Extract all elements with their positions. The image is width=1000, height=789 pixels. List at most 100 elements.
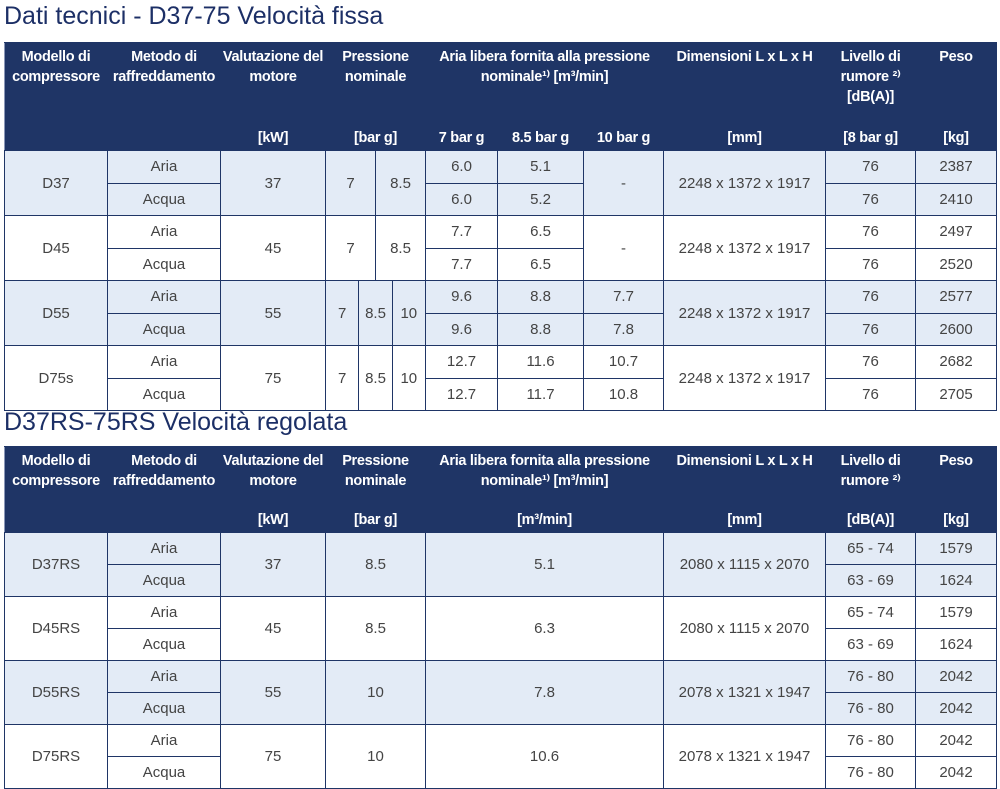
noise: 76: [825, 150, 916, 184]
data-row: D45 Aria 45 7 8.5 7.7 6.5-2248 x 1372 x 1917 76…: [4, 215, 997, 281]
header-cell: Livello di rumore ²⁾: [825, 446, 916, 499]
pressure-cell: 7 8.5 10: [325, 345, 426, 411]
power: 55: [220, 280, 326, 346]
dimensions: 2248 x 1372 x 1917: [663, 345, 826, 411]
weight: 2705: [915, 377, 997, 411]
noise: 76 - 80: [825, 660, 916, 693]
cooling: Acqua: [107, 692, 221, 725]
cooling: Acqua: [107, 312, 221, 346]
unit-cell: 10 bar g: [583, 116, 664, 151]
flow: 7.8: [425, 660, 664, 725]
noise: 76: [825, 182, 916, 216]
flow: 7.7: [425, 215, 498, 249]
cooling: Aria: [107, 215, 221, 249]
header-row: Modello di compressore Metodo di raffredd…: [4, 42, 997, 151]
unit-cell: 7 bar g: [425, 116, 498, 151]
cooling: Acqua: [107, 564, 221, 597]
flow: 8.8: [497, 280, 584, 314]
model: D75RS: [4, 724, 108, 789]
weight: 2577: [915, 280, 997, 314]
noise: 63 - 69: [825, 564, 916, 597]
dimensions: 2080 x 1115 x 2070: [663, 596, 826, 661]
model: D45RS: [4, 596, 108, 661]
dimensions: 2248 x 1372 x 1917: [663, 280, 826, 346]
pressure: 10: [325, 724, 426, 789]
cooling: Acqua: [107, 377, 221, 411]
weight: 1624: [915, 628, 997, 661]
cooling: Aria: [107, 345, 221, 379]
pressure-group: 7 8.5 10: [326, 281, 425, 345]
header-cell: Aria libera fornita alla pressione nomin…: [425, 446, 664, 499]
noise: 76: [825, 377, 916, 411]
header-cell: Pressione nominale: [325, 446, 426, 499]
noise: 76: [825, 247, 916, 281]
data-row: D37RS Aria 37 8.5 5.1 2080 x 1115 x 2070 65 - …: [4, 532, 997, 597]
weight: 2600: [915, 312, 997, 346]
cooling: Acqua: [107, 628, 221, 661]
flow: 8.8: [497, 312, 584, 346]
pressure-group: 7 8.5 10: [326, 346, 425, 410]
dimensions: 2078 x 1321 x 1947: [663, 660, 826, 725]
flow: 5.1: [497, 150, 584, 184]
flow: 10.7: [583, 345, 664, 379]
spec-table: Modello di compressore Metodo di raffredd…: [4, 446, 997, 789]
power: 55: [220, 660, 326, 725]
pressure-group: 7 8.5: [326, 216, 425, 280]
model: D45: [4, 215, 108, 281]
noise: 76 - 80: [825, 724, 916, 757]
flow: 12.7: [425, 345, 498, 379]
pressure: 8.5: [358, 281, 391, 345]
header-cell: Modello di compressore: [4, 42, 108, 151]
pressure-cell: 7 8.5: [325, 215, 426, 281]
header-cell: Peso: [915, 42, 997, 117]
dimensions: 2078 x 1321 x 1947: [663, 724, 826, 789]
pressure: 10: [325, 660, 426, 725]
cooling: Aria: [107, 532, 221, 565]
header-cell: Metodo di raffreddamento: [107, 446, 221, 533]
header-cell: Aria libera fornita alla pressione nomin…: [425, 42, 664, 117]
pressure: 8.5: [375, 151, 425, 215]
pressure: 7: [337, 369, 347, 387]
flow: -: [583, 215, 664, 281]
cooling: Aria: [107, 150, 221, 184]
unit-cell: [dB(A)]: [825, 498, 916, 533]
flow: 9.6: [425, 280, 498, 314]
weight: 2497: [915, 215, 997, 249]
pressure-cell: 7 8.5 10: [325, 280, 426, 346]
weight: 2042: [915, 692, 997, 725]
pressure: 8.5: [375, 216, 425, 280]
unit-cell: [kW]: [220, 116, 326, 151]
unit-cell: [m³/min]: [425, 498, 664, 533]
weight: 2682: [915, 345, 997, 379]
noise: 76: [825, 280, 916, 314]
pressure: 8.5: [358, 346, 391, 410]
spec-table: Modello di compressore Metodo di raffredd…: [4, 42, 997, 411]
flow: 6.5: [497, 215, 584, 249]
data-row: D75RS Aria 75 10 10.6 2078 x 1321 x 1947 76 - …: [4, 724, 997, 789]
flow: 7.8: [583, 312, 664, 346]
model: D55: [4, 280, 108, 346]
dimensions: 2248 x 1372 x 1917: [663, 150, 826, 216]
pressure: 7: [337, 304, 347, 322]
pressure: 7: [346, 174, 355, 192]
power: 45: [220, 596, 326, 661]
dimensions: 2248 x 1372 x 1917: [663, 215, 826, 281]
flow: -: [583, 150, 664, 216]
data-row: D37 Aria 37 7 8.5 6.0 5.1-2248 x 1372 x 1917 76…: [4, 150, 997, 216]
flow: 11.6: [497, 345, 584, 379]
header-cell: Dimensioni L x L x H: [663, 446, 826, 499]
flow: 12.7: [425, 377, 498, 411]
header-cell: Pressione nominale: [325, 42, 426, 117]
data-row: Acqua 63 - 69 1624: [4, 564, 997, 597]
pressure-cell: 7 8.5: [325, 150, 426, 216]
weight: 2042: [915, 724, 997, 757]
weight: 1579: [915, 596, 997, 629]
noise: 76 - 80: [825, 756, 916, 789]
weight: 2387: [915, 150, 997, 184]
noise: 63 - 69: [825, 628, 916, 661]
header-row: Modello di compressore Metodo di raffredd…: [4, 446, 997, 533]
flow: 11.7: [497, 377, 584, 411]
unit-cell: [bar g]: [325, 116, 426, 151]
weight: 1624: [915, 564, 997, 597]
